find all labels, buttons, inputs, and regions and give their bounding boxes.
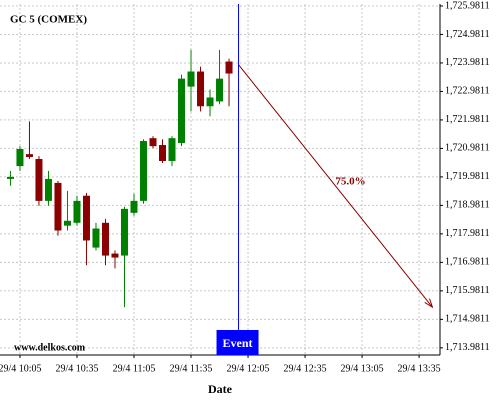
candle-body bbox=[44, 178, 52, 201]
x-tick-label: 29/4 13:05 bbox=[341, 363, 384, 374]
y-tick-label: 1,725.9811 bbox=[445, 0, 490, 11]
x-tick-label: 29/4 11:35 bbox=[170, 363, 213, 374]
candle-body bbox=[54, 182, 62, 231]
y-tick-label: 1,719.9811 bbox=[445, 171, 490, 182]
candle-body bbox=[16, 149, 24, 167]
candle-body bbox=[130, 200, 138, 213]
event-label: Event bbox=[223, 336, 253, 350]
candle-body bbox=[216, 78, 224, 102]
candle-body bbox=[111, 253, 119, 258]
candle-body bbox=[225, 61, 233, 74]
x-tick-label: 29/4 13:35 bbox=[398, 363, 441, 374]
candle-body bbox=[197, 71, 205, 107]
candle-body bbox=[178, 78, 186, 144]
candle-body bbox=[187, 71, 195, 87]
y-tick-label: 1,724.9811 bbox=[445, 29, 490, 40]
candle-body bbox=[206, 97, 214, 107]
candle-body bbox=[73, 200, 81, 223]
y-tick-label: 1,713.9811 bbox=[445, 342, 490, 353]
y-tick-label: 1,714.9811 bbox=[445, 314, 490, 325]
candle-body bbox=[159, 145, 167, 161]
candle-body bbox=[101, 222, 109, 256]
projection-arrow bbox=[238, 64, 433, 308]
x-tick-label: 29/4 10:35 bbox=[55, 363, 98, 374]
candle-body bbox=[82, 195, 90, 241]
y-tick-label: 1,718.9811 bbox=[445, 200, 490, 211]
watermark: www.delkos.com bbox=[14, 342, 86, 353]
y-tick-label: 1,722.9811 bbox=[445, 86, 490, 97]
y-tick-label: 1,723.9811 bbox=[445, 57, 490, 68]
candle-body bbox=[149, 138, 157, 147]
candle-body bbox=[63, 220, 71, 226]
x-axis-label: Date bbox=[208, 382, 233, 396]
x-tick-label: 29/4 12:35 bbox=[284, 363, 327, 374]
candle-body bbox=[6, 176, 14, 179]
x-tick-label: 29/4 12:05 bbox=[227, 363, 270, 374]
y-tick-label: 1,715.9811 bbox=[445, 285, 490, 296]
candle-body bbox=[35, 158, 43, 201]
marks bbox=[6, 49, 233, 308]
y-tick-label: 1,716.9811 bbox=[445, 257, 490, 268]
x-tick-label: 29/4 10:05 bbox=[0, 363, 41, 374]
candle-body bbox=[168, 138, 176, 161]
candle-body bbox=[92, 228, 100, 248]
arrow-label: 75.0% bbox=[335, 175, 365, 187]
candle-body bbox=[120, 208, 128, 256]
chart-title: GC 5 (COMEX) bbox=[10, 14, 87, 26]
y-tick-label: 1,721.9811 bbox=[445, 114, 490, 125]
arrow-head bbox=[424, 298, 434, 309]
candle-body bbox=[25, 154, 33, 157]
y-tick-label: 1,717.9811 bbox=[445, 228, 490, 239]
y-tick-label: 1,720.9811 bbox=[445, 143, 490, 154]
x-tick-label: 29/4 11:05 bbox=[113, 363, 156, 374]
event-label-box bbox=[216, 330, 259, 355]
candle-body bbox=[139, 141, 147, 201]
